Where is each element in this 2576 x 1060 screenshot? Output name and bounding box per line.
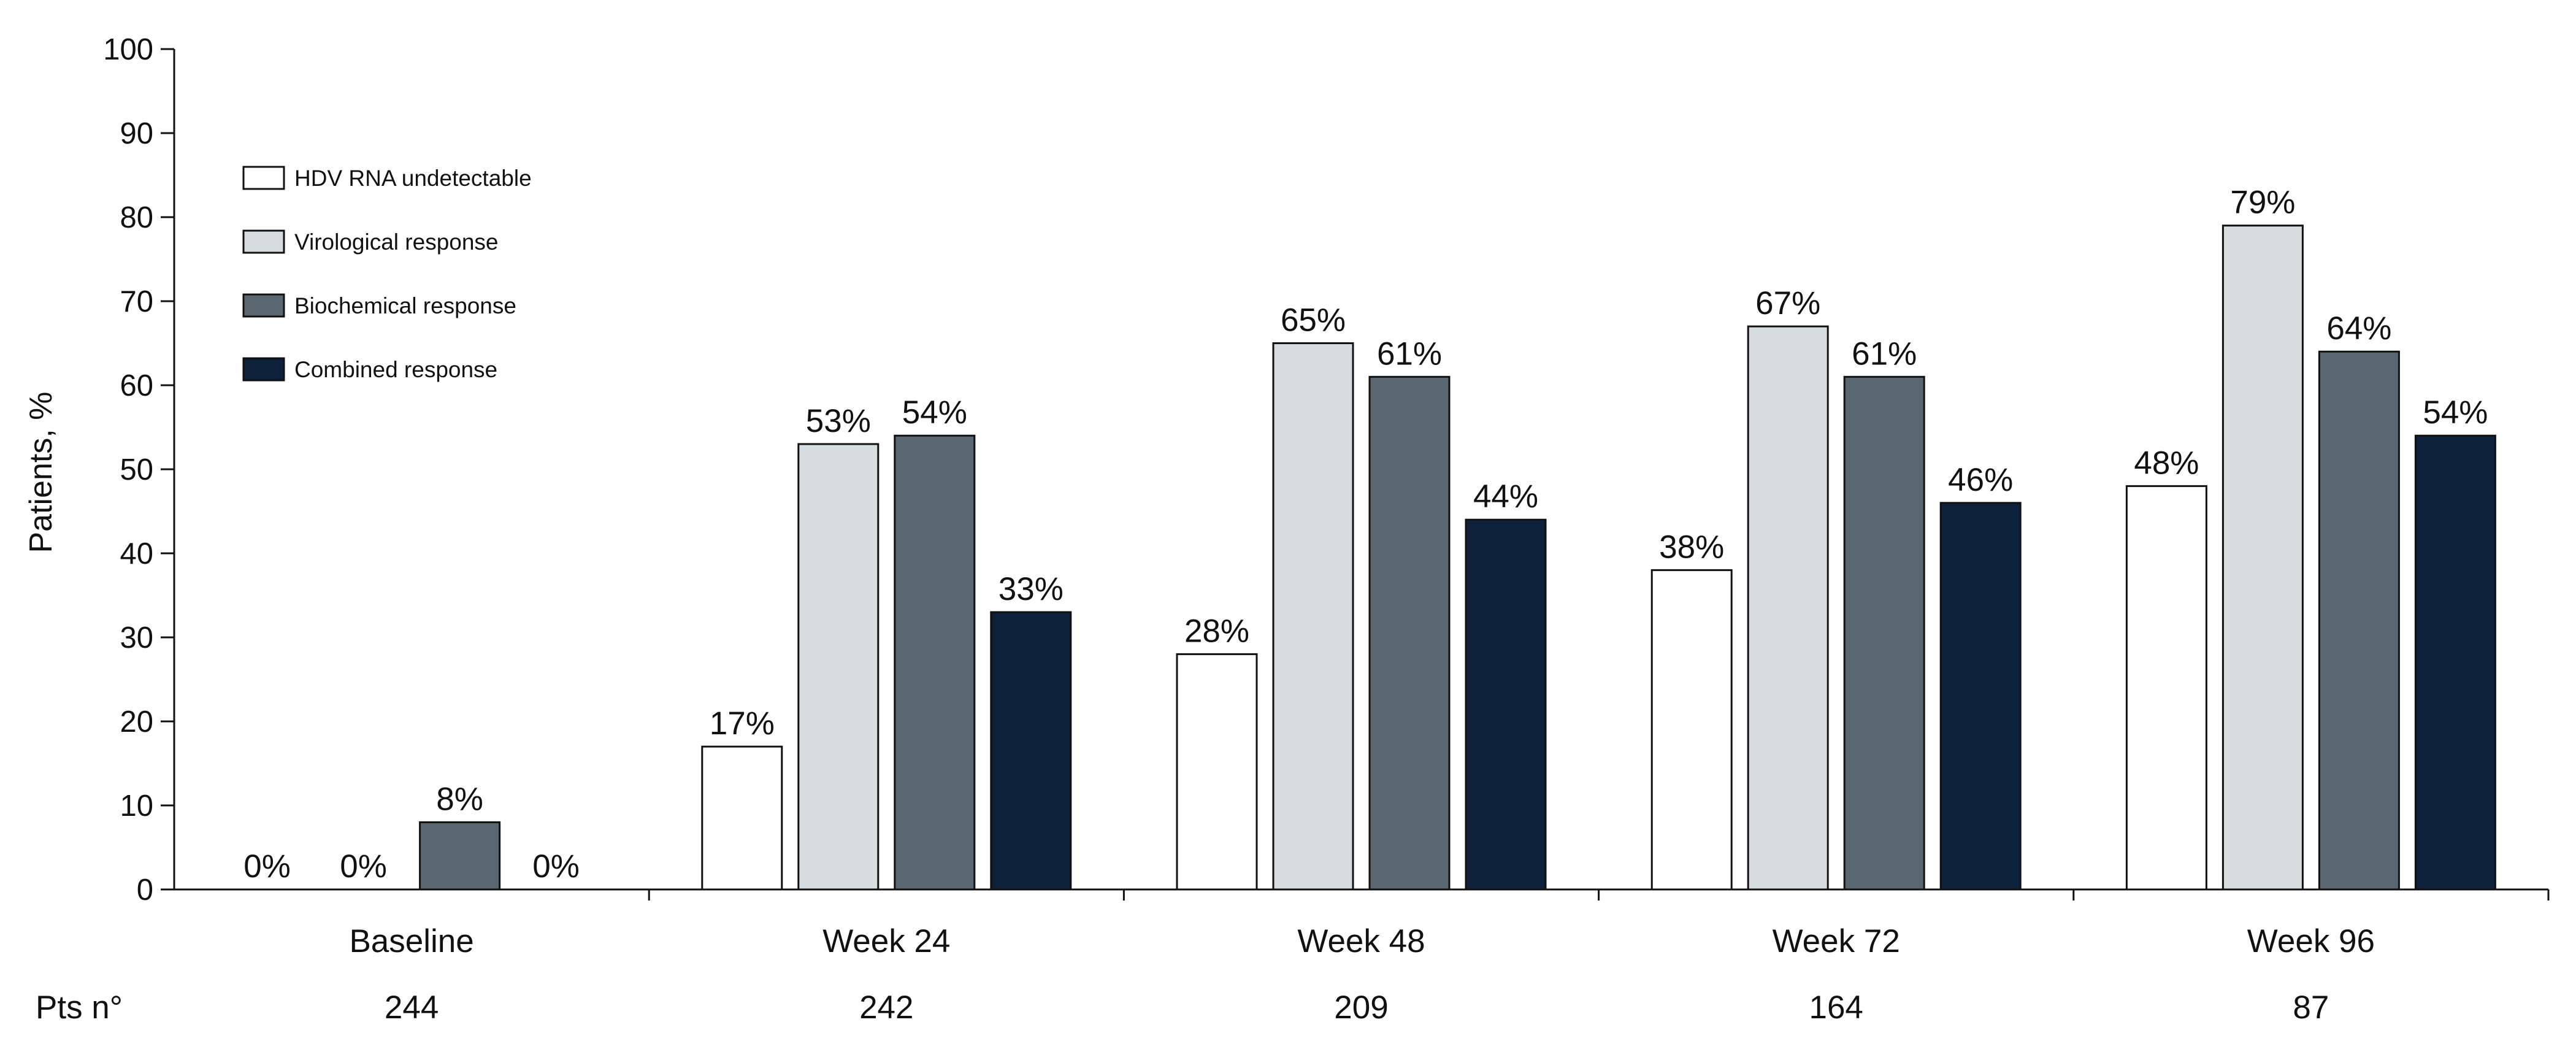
data-label: 65% [1281,302,1346,339]
data-label: 67% [1755,285,1820,321]
legend-label: HDV RNA undetectable [294,166,532,191]
bar [990,611,1072,891]
legend-swatch [242,229,285,254]
data-label: 38% [1659,529,1724,565]
y-tick-label: 10 [120,789,153,823]
data-label: 17% [710,705,775,742]
y-tick-label: 30 [120,621,153,655]
legend: HDV RNA undetectable Virological response… [242,166,532,382]
data-label: 48% [2134,445,2199,481]
bar [2318,350,2400,891]
bar [1747,325,1829,891]
bar [2414,434,2496,891]
data-label: 46% [1948,462,2013,498]
bar-series [419,225,2496,891]
data-label: 61% [1377,336,1442,372]
patients-count: 164 [1809,989,1863,1026]
y-tick-label: 50 [120,453,153,486]
bar [894,434,976,891]
x-tick-label: Week 48 [1297,923,1425,959]
patients-count: 87 [2293,989,2329,1026]
legend-swatch [242,166,285,190]
bar [1176,653,1258,891]
x-tick-label: Week 24 [822,923,950,959]
legend-label: Virological response [294,229,499,255]
legend-label: Biochemical response [294,293,516,318]
data-label: 0% [340,848,387,885]
y-axis-label: Patients, % [23,391,59,553]
bar [1465,518,1547,891]
data-labels: 0% 0% 8% 0% 17% 53% 54% 33% 28% 65% 61% 44% 38% 67% 61… [243,185,2488,885]
y-tick-label: 100 [103,33,153,66]
y-tick-label: 40 [120,537,153,570]
bar [2125,485,2207,891]
x-tick-label: Baseline [349,923,473,959]
y-tick-label: 80 [120,201,153,234]
data-label: 79% [2230,185,2295,221]
data-label: 0% [532,848,580,885]
x-tick-label: Week 96 [2247,923,2375,959]
bar [1368,375,1451,891]
bar [2221,225,2304,891]
bar [797,443,880,891]
data-label: 44% [1473,478,1538,515]
bar [1843,375,1925,891]
patients-count: 242 [859,989,913,1026]
bar [701,745,783,891]
x-axis-categories: Baseline Week 24 Week 48 Week 72 Week 96 [349,923,2375,959]
bar [1939,502,2022,891]
data-label: 33% [999,571,1064,607]
patients-row-label: Pts n° [36,989,123,1026]
bar [419,821,501,891]
legend-swatch [242,357,285,382]
data-label: 8% [436,781,483,817]
bar [1272,342,1354,891]
axes [173,49,2550,901]
data-label: 54% [2423,394,2488,431]
bar [1650,569,1733,891]
data-label: 64% [2326,310,2391,347]
legend-label: Combined response [294,357,497,382]
patients-count: 244 [385,989,439,1026]
x-tick-label: Week 72 [1773,923,1900,959]
patients-count: 209 [1334,989,1388,1026]
legend-swatch [242,293,285,318]
y-axis-ticks: 0 10 20 30 40 50 60 70 80 90 100 [103,33,174,907]
data-label: 28% [1184,613,1249,649]
data-label: 0% [243,848,291,885]
y-tick-label: 70 [120,285,153,318]
y-tick-label: 90 [120,117,153,150]
data-label: 61% [1852,336,1917,372]
data-label: 54% [902,394,967,431]
y-tick-label: 60 [120,369,153,402]
data-label: 53% [806,403,871,439]
y-tick-label: 0 [137,874,153,907]
patients-row: Pts n° 244 242 209 164 87 [36,989,2329,1026]
y-tick-label: 20 [120,705,153,739]
